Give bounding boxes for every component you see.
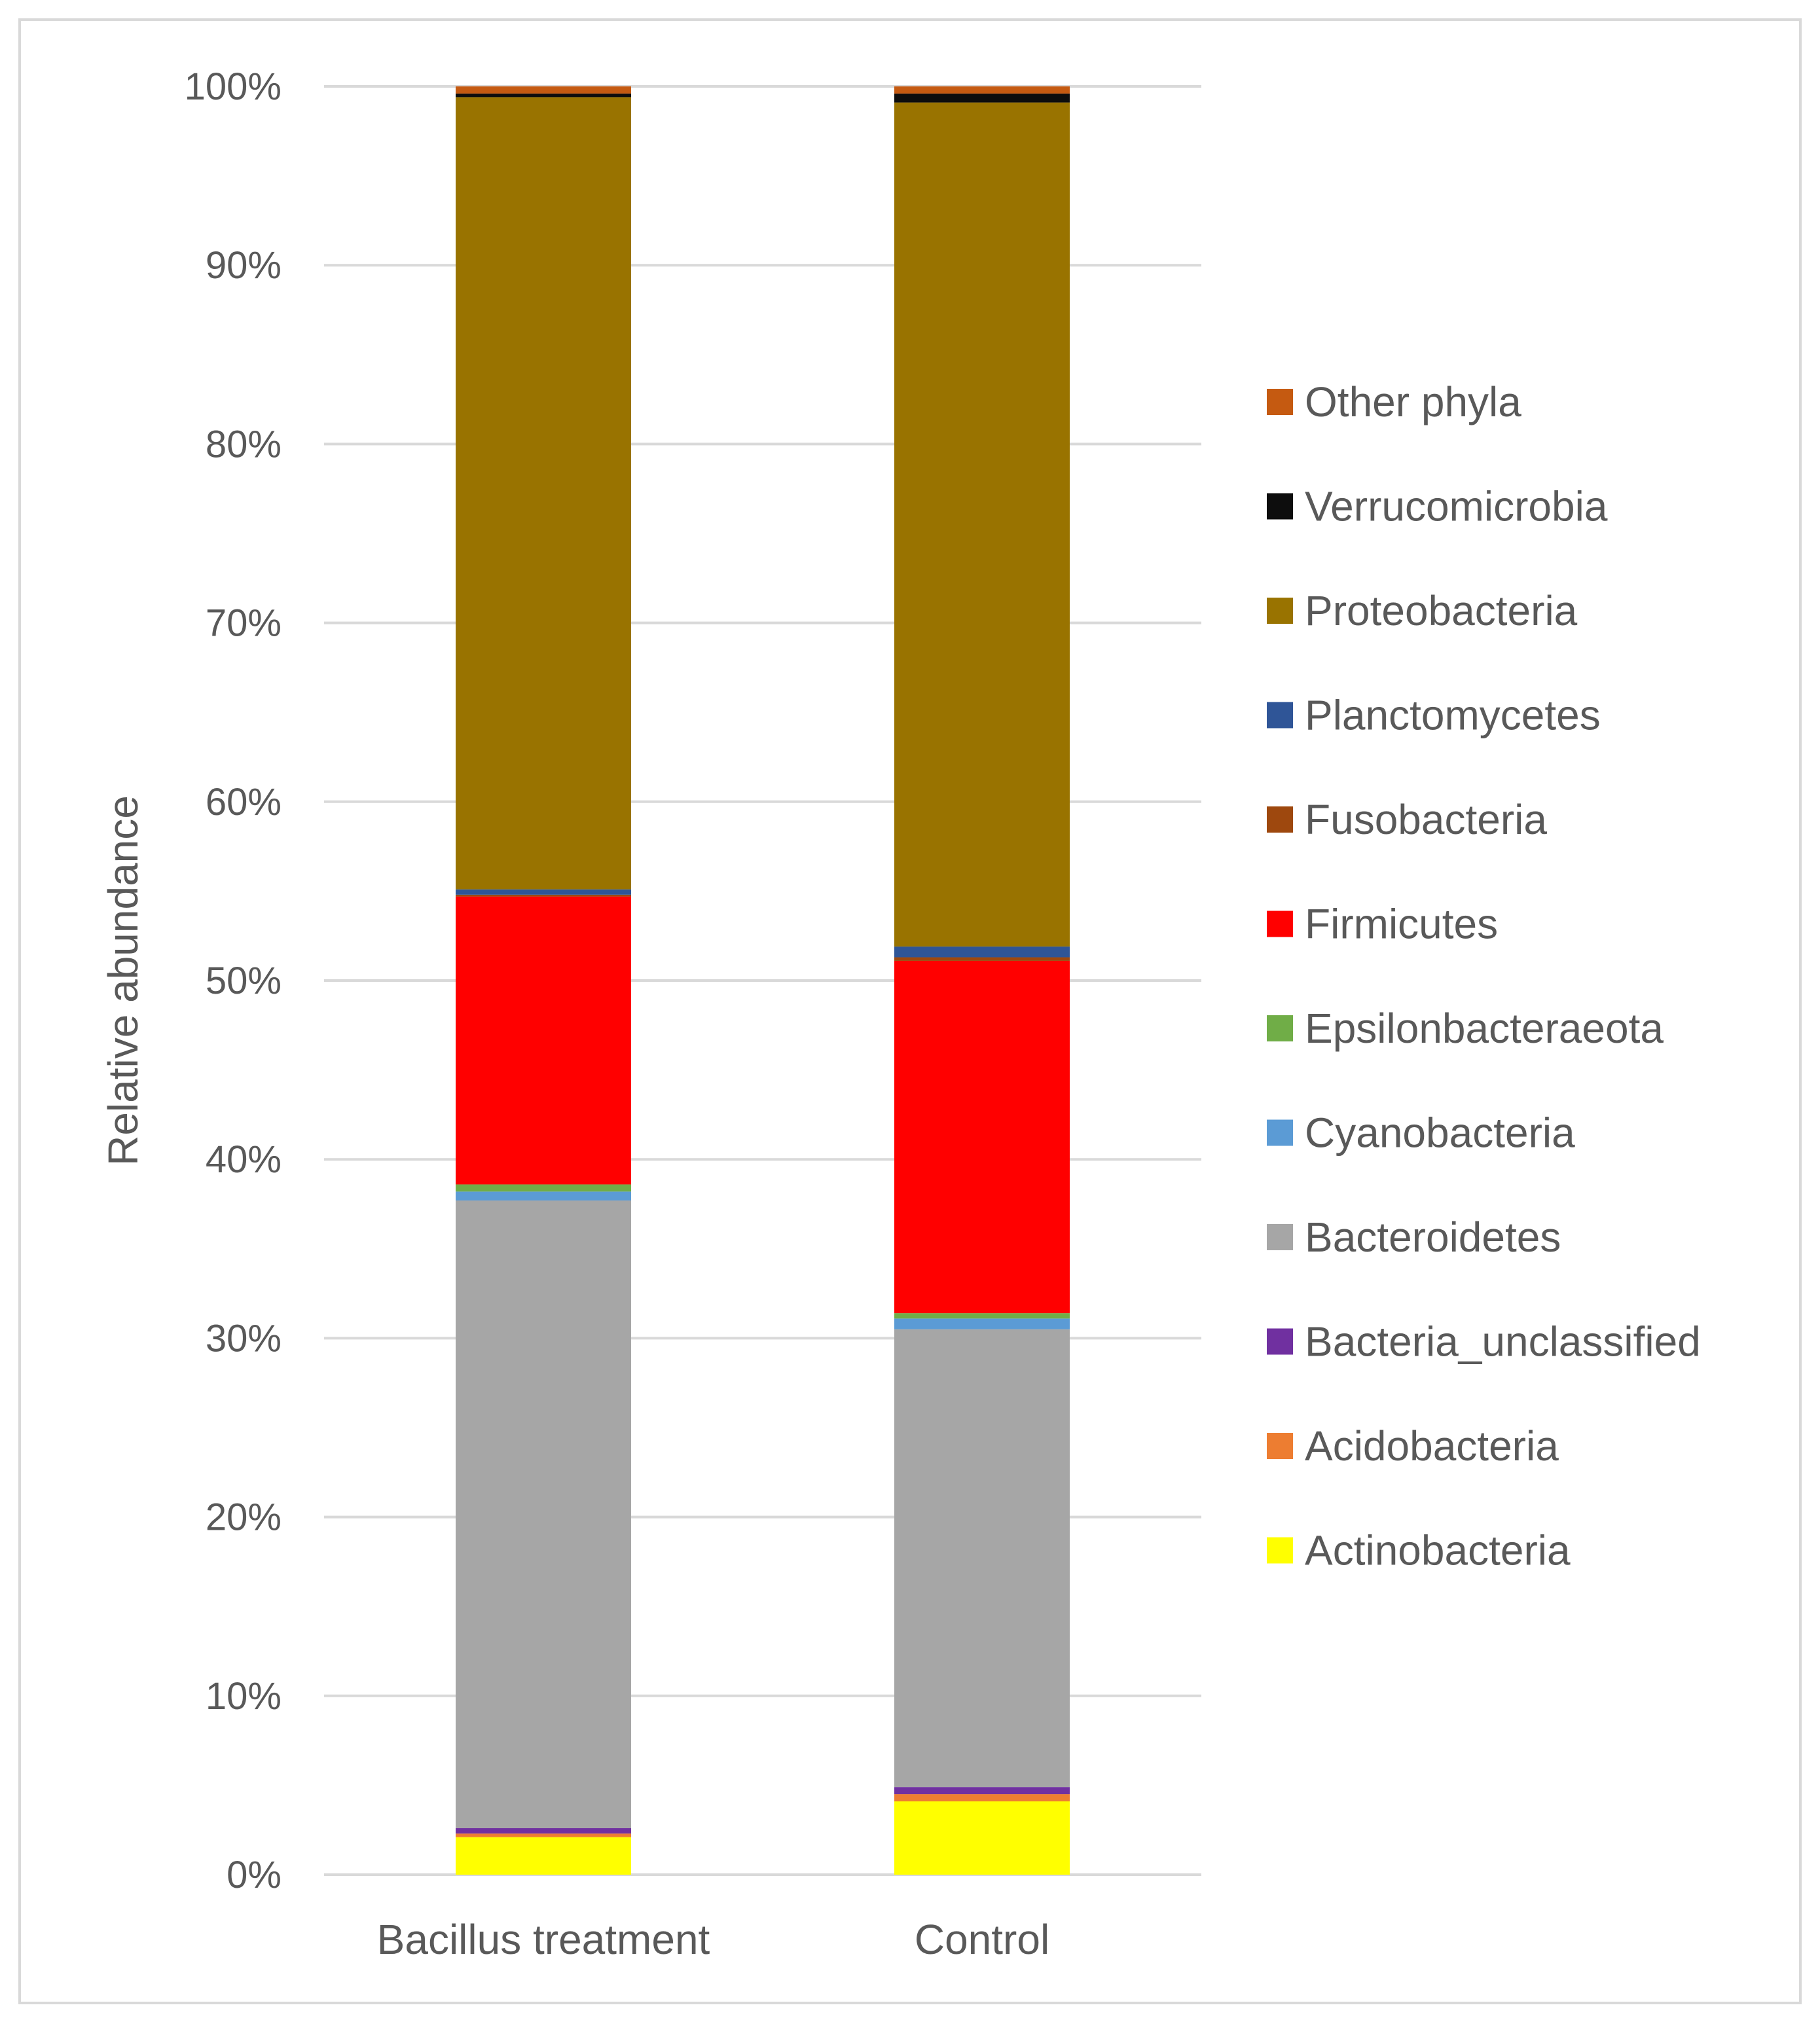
bar-segment-epsilonbacteraeota (456, 1184, 631, 1192)
x-axis-categories: Bacillus treatment Control (377, 1916, 1049, 1963)
legend-swatch (1267, 598, 1293, 624)
legend-item: Verrucomicrobia (1267, 483, 1608, 530)
legend-label: Verrucomicrobia (1305, 483, 1608, 530)
legend-item: Bacteria_unclassified (1267, 1318, 1701, 1365)
legend-swatch (1267, 1537, 1293, 1564)
bar-segment-fusobacteria (894, 957, 1070, 961)
legend-label: Epsilonbacteraeota (1305, 1005, 1664, 1052)
y-tick-label: 80% (206, 423, 282, 465)
legend-item: Proteobacteria (1267, 587, 1578, 634)
legend-label: Cyanobacteria (1305, 1109, 1575, 1157)
y-tick-label: 90% (206, 244, 282, 287)
legend-item: Acidobacteria (1267, 1422, 1559, 1470)
bar-segment-other-phyla (456, 86, 631, 94)
bar-segment-planctomycetes (894, 947, 1070, 958)
bars (456, 86, 1070, 1875)
bar-segment-planctomycetes (456, 889, 631, 895)
y-tick-label: 20% (206, 1496, 282, 1539)
bar-segment-bacteroidetes (894, 1329, 1070, 1788)
bar-segment-fusobacteria (456, 894, 631, 897)
legend-swatch (1267, 1119, 1293, 1146)
legend-label: Acidobacteria (1305, 1422, 1559, 1470)
legend-swatch (1267, 1328, 1293, 1355)
legend-swatch (1267, 493, 1293, 520)
bar-segment-epsilonbacteraeota (894, 1313, 1070, 1319)
legend-swatch (1267, 911, 1293, 937)
legend-swatch (1267, 1224, 1293, 1250)
legend-item: Epsilonbacteraeota (1267, 1005, 1664, 1052)
legend-item: Actinobacteria (1267, 1527, 1571, 1574)
legend-swatch (1267, 1433, 1293, 1459)
legend-label: Fusobacteria (1305, 796, 1547, 843)
y-tick-label: 0% (227, 1854, 282, 1896)
y-axis-ticks: 0% 10% 20% 30% 40% 50% 60% 70% 80% 90% 100% (185, 65, 282, 1896)
legend: Other phyla Verrucomicrobia Proteobacteria… (1267, 378, 1701, 1574)
bar-segment-actinobacteria (894, 1801, 1070, 1875)
bar-segment-bacteroidetes (456, 1200, 631, 1828)
legend-item: Firmicutes (1267, 901, 1498, 948)
legend-swatch (1267, 806, 1293, 833)
bar-segment-firmicutes (456, 896, 631, 1185)
legend-swatch (1267, 702, 1293, 729)
y-tick-label: 50% (206, 960, 282, 1002)
y-tick-label: 100% (185, 65, 282, 108)
legend-item: Fusobacteria (1267, 796, 1547, 843)
bar-segment-proteobacteria (894, 102, 1070, 947)
legend-label: Planctomycetes (1305, 692, 1601, 739)
x-category-label: Bacillus treatment (377, 1916, 710, 1963)
bar-segment-proteobacteria (456, 97, 631, 890)
legend-swatch (1267, 1015, 1293, 1041)
bar-segment-actinobacteria (456, 1837, 631, 1875)
bar-segment-bacteria-unclassified (456, 1828, 631, 1834)
legend-item: Cyanobacteria (1267, 1109, 1575, 1157)
legend-label: Bacteria_unclassified (1305, 1318, 1701, 1365)
bar-segment-verrucomicrobia (894, 93, 1070, 103)
legend-swatch (1267, 389, 1293, 415)
bar-segment-verrucomicrobia (456, 93, 631, 98)
y-tick-label: 10% (206, 1675, 282, 1718)
legend-item: Other phyla (1267, 378, 1521, 425)
y-tick-label: 60% (206, 781, 282, 823)
bar-segment-acidobacteria (894, 1794, 1070, 1801)
bar-segment-bacteria-unclassified (894, 1787, 1070, 1795)
legend-item: Planctomycetes (1267, 692, 1601, 739)
y-axis-label: Relative abundance (100, 795, 147, 1166)
x-category-label: Control (915, 1916, 1049, 1963)
bar-segment-cyanobacteria (456, 1191, 631, 1201)
y-tick-label: 40% (206, 1138, 282, 1181)
legend-label: Firmicutes (1305, 901, 1498, 948)
legend-label: Bacteroidetes (1305, 1214, 1561, 1261)
legend-item: Bacteroidetes (1267, 1214, 1561, 1261)
bar-segment-other-phyla (894, 86, 1070, 94)
bar-segment-acidobacteria (456, 1833, 631, 1837)
legend-label: Other phyla (1305, 378, 1521, 425)
y-tick-label: 30% (206, 1317, 282, 1360)
bar-segment-cyanobacteria (894, 1318, 1070, 1329)
y-tick-label: 70% (206, 602, 282, 645)
legend-label: Actinobacteria (1305, 1527, 1571, 1574)
bar-segment-firmicutes (894, 960, 1070, 1314)
legend-label: Proteobacteria (1305, 587, 1578, 634)
